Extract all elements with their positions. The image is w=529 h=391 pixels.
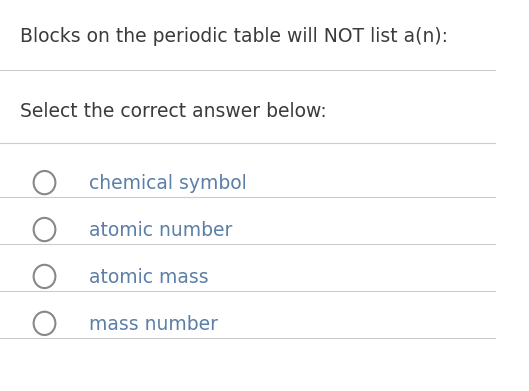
Text: Blocks on the periodic table will NOT list a(n):: Blocks on the periodic table will NOT li… xyxy=(20,27,448,47)
Text: Select the correct answer below:: Select the correct answer below: xyxy=(20,102,326,121)
Text: atomic number: atomic number xyxy=(89,221,232,240)
Text: chemical symbol: chemical symbol xyxy=(89,174,247,193)
Text: mass number: mass number xyxy=(89,315,218,334)
Text: atomic mass: atomic mass xyxy=(89,268,208,287)
